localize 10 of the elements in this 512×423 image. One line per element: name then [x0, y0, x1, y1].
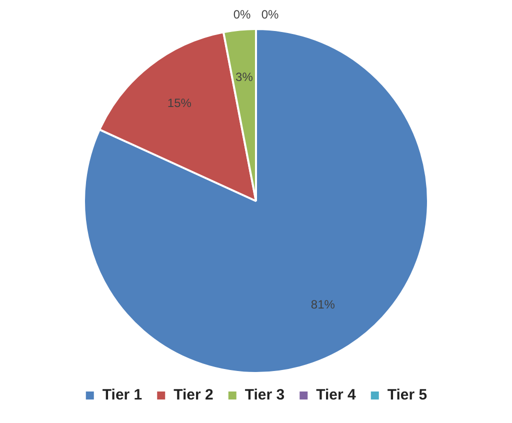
data-label: 81% [310, 297, 336, 312]
legend-label: Tier 3 [244, 386, 285, 404]
text: 0% [233, 7, 251, 22]
legend-label: Tier 1 [102, 386, 142, 404]
legend-label: Tier 2 [174, 386, 214, 404]
legend-label: Tier 4 [316, 386, 357, 404]
data-label: 15% [167, 96, 192, 110]
data-label: 3% [236, 70, 254, 84]
text: 0% [261, 7, 279, 22]
legend-label: Tier 5 [387, 386, 428, 404]
